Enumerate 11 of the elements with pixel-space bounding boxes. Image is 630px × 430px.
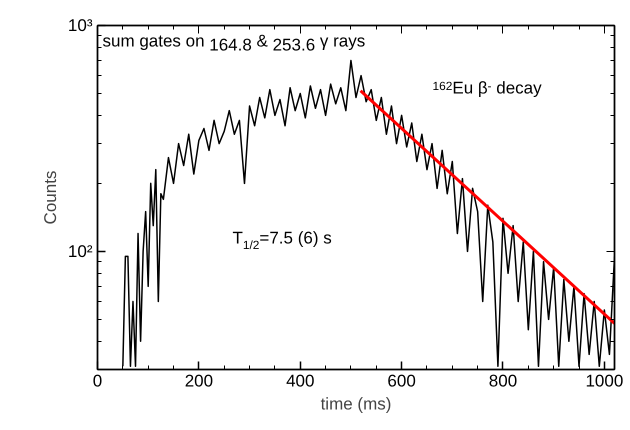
- y-tick-label: 10³: [68, 16, 93, 35]
- x-axis-title: time (ms): [320, 394, 392, 414]
- annotation: sum gates on 164.8 & 253.6 γ rays: [102, 32, 366, 54]
- x-tick-label: 200: [184, 372, 214, 390]
- x-tick-label: 600: [387, 372, 416, 390]
- x-tick-label: 800: [488, 372, 518, 390]
- x-tick-label: 1000: [585, 372, 624, 390]
- y-tick-label: 10²: [68, 242, 93, 261]
- x-tick-label: 400: [286, 372, 314, 390]
- x-tick-label: 0: [92, 372, 102, 390]
- y-axis-title: Counts: [40, 170, 60, 224]
